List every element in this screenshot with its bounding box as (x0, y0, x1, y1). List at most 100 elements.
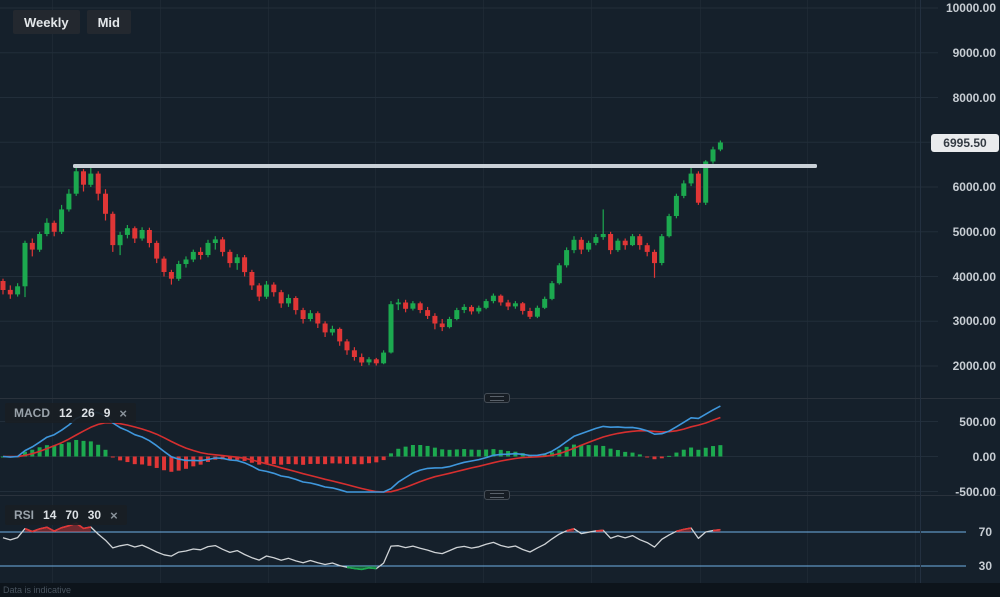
macd-histogram-bar (550, 452, 554, 457)
macd-histogram-bar (491, 449, 496, 457)
macd-histogram-bar (615, 450, 620, 457)
candle-body (644, 245, 650, 252)
candle-body (593, 237, 599, 243)
candle-body (29, 242, 35, 250)
macd-close-icon[interactable]: × (119, 405, 127, 421)
macd-histogram-bar (147, 456, 152, 466)
resistance-trendline[interactable] (73, 164, 817, 168)
candle-body (117, 234, 123, 246)
macd-histogram-bar (66, 442, 71, 457)
candle-body (432, 315, 438, 324)
grip-icon (490, 395, 504, 401)
candle-body (703, 161, 709, 203)
macd-indicator-label[interactable]: MACD 12 26 9 × (5, 403, 136, 423)
macd-histogram-bar (125, 456, 130, 463)
rsi-close-icon[interactable]: × (110, 507, 118, 523)
price-axis[interactable] (920, 0, 1000, 583)
macd-histogram-bar (652, 456, 657, 460)
candle-body (681, 183, 687, 196)
candle-body (600, 234, 606, 238)
candle-body (622, 240, 628, 246)
macd-histogram-bar (44, 445, 49, 457)
macd-histogram-bar (623, 451, 628, 457)
macd-histogram-bar (410, 445, 415, 457)
pane-dividers (0, 398, 1000, 496)
macd-histogram-bar (630, 452, 635, 457)
macd-histogram-bar (140, 456, 145, 465)
candle-body (315, 313, 321, 324)
candle-body (66, 193, 72, 210)
candle-body (154, 242, 160, 259)
macd-histogram-bar (235, 456, 240, 460)
candle-body (578, 239, 584, 250)
candle-body (198, 251, 204, 255)
macd-histogram-bar (293, 456, 298, 465)
candle-body (81, 171, 86, 185)
macd-histogram-bar (227, 456, 232, 461)
candle-body (630, 236, 635, 246)
price-type-button[interactable]: Mid (86, 10, 131, 34)
candle-body (51, 222, 57, 232)
macd-histogram-bar (74, 439, 79, 457)
macd-histogram-bar (315, 456, 320, 464)
candle-body (564, 250, 570, 266)
candle-body (271, 284, 277, 293)
candle-wick (602, 209, 604, 240)
macd-histogram-bar (462, 449, 467, 457)
candle-body (73, 171, 79, 194)
macd-histogram-bar (169, 456, 174, 472)
rsi-series (0, 522, 966, 571)
rsi-period: 14 (43, 508, 57, 522)
macd-histogram-bar (352, 456, 357, 465)
rsi-zone-line (676, 527, 692, 533)
candle-body (461, 306, 467, 310)
candle-body (359, 357, 365, 363)
candle-body (520, 303, 526, 311)
candle-body (483, 301, 489, 308)
candle-body (344, 341, 350, 351)
macd-histogram-bar (593, 445, 598, 457)
candle-body (88, 173, 94, 185)
candle-body (322, 323, 328, 333)
macd-histogram-bar (88, 441, 93, 457)
candle-body (439, 323, 445, 328)
macd-histogram-bar (323, 456, 328, 465)
rsi-name: RSI (14, 508, 35, 522)
candle-body (403, 302, 409, 309)
macd-histogram-bar (359, 456, 364, 465)
macd-pane-resize-handle[interactable] (484, 393, 510, 403)
candle-body (688, 173, 694, 184)
candle-body (695, 173, 701, 203)
rsi-pane-resize-handle[interactable] (484, 490, 510, 500)
candle-body (659, 236, 665, 263)
macd-histogram-bar (403, 446, 408, 457)
macd-histogram-bar (162, 456, 167, 471)
candle-body (351, 350, 357, 357)
candle-body (666, 216, 672, 237)
candle-body (586, 242, 592, 250)
rsi-zone-fill (24, 523, 91, 532)
candle-body (7, 289, 13, 295)
disclaimer-bar: Data is indicative (0, 583, 1000, 597)
macd-histogram-bar (601, 445, 606, 457)
macd-fast-period: 12 (59, 406, 73, 420)
candle-body (300, 310, 306, 319)
macd-signal-line (2, 416, 721, 493)
candle-body (410, 303, 416, 309)
candle-body (286, 298, 291, 304)
timeframe-button[interactable]: Weekly (13, 10, 80, 34)
rsi-zone-line (346, 566, 377, 571)
macd-histogram-bar (52, 445, 57, 457)
macd-histogram-bar (579, 444, 584, 457)
candle-body (337, 328, 343, 342)
macd-histogram-bar (257, 456, 262, 465)
chart-toolbar: Weekly Mid (13, 10, 131, 34)
macd-histogram-bar (586, 445, 591, 457)
macd-histogram-bar (118, 456, 123, 461)
macd-histogram-bar (154, 456, 159, 468)
rsi-indicator-label[interactable]: RSI 14 70 30 × (5, 505, 127, 525)
candle-body (183, 259, 189, 264)
candle-body (637, 236, 643, 246)
